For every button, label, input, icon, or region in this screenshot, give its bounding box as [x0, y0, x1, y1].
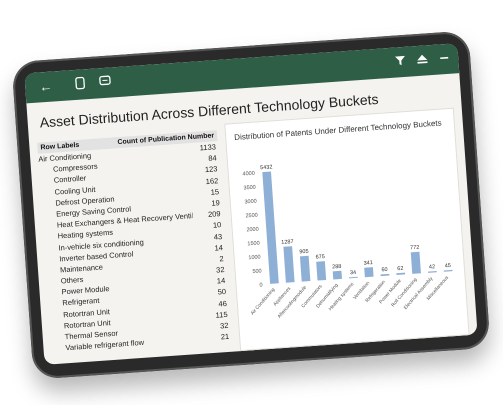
data-label: 905 [299, 249, 309, 256]
y-tick-label: 500 [252, 268, 262, 275]
bar [427, 271, 437, 273]
bar [349, 276, 358, 279]
data-label: 60 [381, 267, 388, 273]
bar [283, 246, 295, 283]
y-tick-label: 3500 [243, 185, 256, 192]
data-label: 34 [350, 270, 357, 276]
bar [410, 251, 421, 274]
y-tick-label: 2500 [245, 213, 258, 220]
bar-chart: 0 500 1000 1500 2000 2500 3000 3500 4000 5432 Air … [242, 164, 453, 320]
chart-panel: Distribution of Patents Under Different … [224, 107, 470, 352]
filter-icon[interactable] [394, 54, 407, 71]
bar [443, 269, 453, 272]
data-label: 288 [332, 264, 342, 271]
bar [299, 255, 311, 282]
y-tick-label: 2000 [246, 227, 259, 234]
row-value: 21 [220, 332, 230, 342]
tablet-icon[interactable] [75, 76, 86, 94]
bar [332, 270, 342, 280]
y-tick-label: 4000 [242, 171, 255, 178]
tablet-device: ← Asset Distribution Across Different Te… [11, 30, 491, 380]
table-body: Air Conditioning 1133 Compressors 84 Control… [38, 141, 232, 354]
bar [316, 261, 327, 281]
data-label: 1287 [281, 239, 294, 246]
bar [380, 273, 390, 277]
y-tick-label: 0 [259, 282, 262, 288]
y-tick-label: 1000 [248, 254, 261, 261]
category-label: Heating systems [328, 281, 356, 312]
data-label: 772 [410, 245, 420, 252]
bar [364, 267, 374, 278]
category-label: Air Conditioning [250, 287, 277, 317]
eject-icon[interactable] [416, 52, 429, 69]
data-label: 62 [397, 266, 404, 272]
minimize-icon[interactable] [438, 51, 451, 68]
data-label: 45 [445, 263, 452, 269]
bar [262, 171, 279, 284]
data-label: 341 [363, 260, 373, 267]
tablet-screen: ← Asset Distribution Across Different Te… [24, 43, 478, 365]
y-tick-label: 3000 [244, 199, 257, 206]
category-label: Roll Conditioning [390, 277, 419, 309]
data-label: 675 [315, 254, 325, 261]
data-label: 5432 [260, 164, 273, 171]
pivot-table: Row Labels Count of Publication Number A… [37, 130, 231, 354]
app-bar: ← [24, 43, 460, 104]
y-tick-label: 1500 [247, 240, 260, 247]
back-arrow-icon[interactable]: ← [38, 78, 53, 95]
chat-icon[interactable] [99, 74, 112, 91]
bar [396, 272, 406, 276]
data-label: 42 [429, 264, 436, 270]
